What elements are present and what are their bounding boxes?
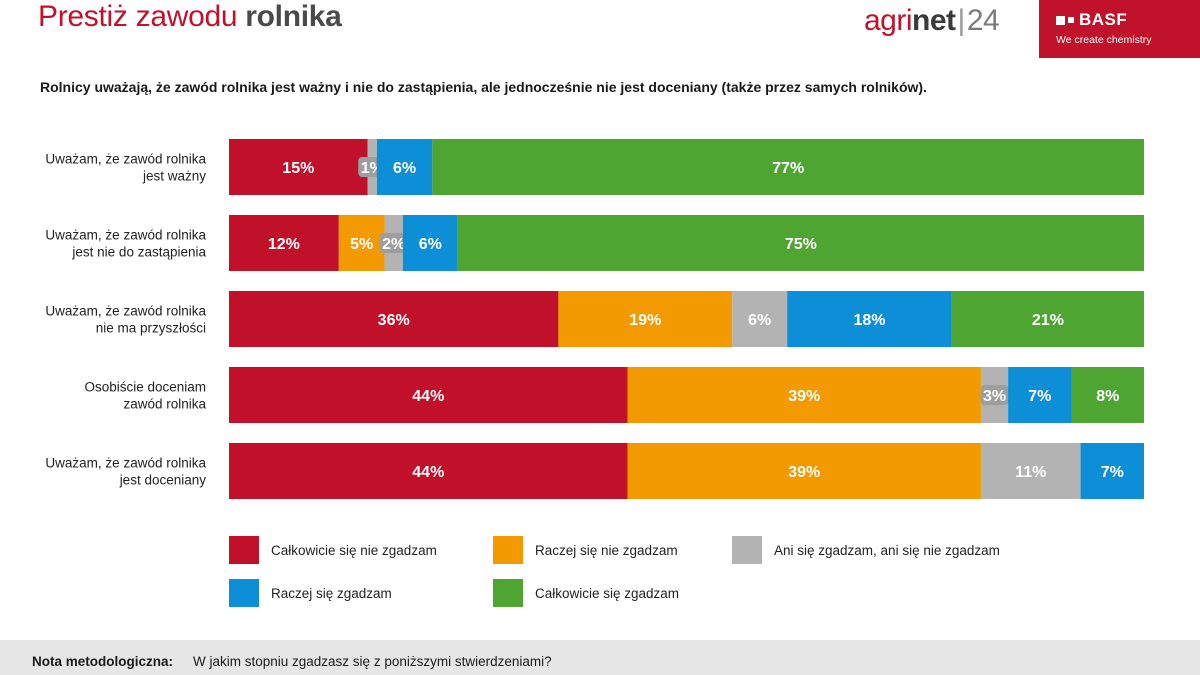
- category-label: Osobiście doceniam: [84, 380, 206, 395]
- bar-segment: [432, 139, 1144, 195]
- legend-label: Całkowicie się nie zgadzam: [271, 542, 437, 558]
- category-label: Uważam, że zawód rolnika: [45, 304, 206, 319]
- data-label: 39%: [788, 388, 820, 405]
- legend-swatch: [229, 536, 259, 564]
- data-label: 75%: [785, 236, 817, 253]
- bar-segment: [402, 215, 458, 271]
- data-label: 12%: [268, 236, 300, 253]
- legend-item: Raczej się zgadzam: [229, 579, 392, 607]
- bar-segment: [229, 443, 628, 499]
- data-label: 15%: [282, 160, 314, 177]
- data-label: 44%: [412, 388, 444, 405]
- legend-label: Raczej się nie zgadzam: [535, 542, 678, 558]
- bar-segment: [229, 139, 368, 195]
- legend-item: Całkowicie się nie zgadzam: [229, 536, 437, 564]
- data-label: 2%: [382, 236, 405, 253]
- data-label: 77%: [772, 160, 804, 177]
- bar-segment: [627, 443, 981, 499]
- bar-segment: [627, 367, 981, 423]
- bar-segment: [229, 291, 559, 347]
- bar-segment: [980, 443, 1081, 499]
- bar-segment: [951, 291, 1144, 347]
- legend-item: Raczej się nie zgadzam: [493, 536, 678, 564]
- bar-segment: [376, 139, 433, 195]
- legend-swatch: [732, 536, 762, 564]
- title-regular: Prestiż zawodu: [38, 0, 238, 33]
- title-bold: rolnika: [245, 0, 342, 33]
- bar-segment: [229, 367, 628, 423]
- data-label-badge: [980, 385, 1009, 405]
- data-label: 6%: [393, 160, 416, 177]
- category-label: Uważam, że zawód rolnika: [45, 152, 206, 167]
- category-label: jest nie do zastąpienia: [71, 245, 206, 260]
- legend-label: Ani się zgadzam, ani się nie zgadzam: [774, 542, 1000, 558]
- data-label: 6%: [748, 312, 771, 329]
- data-label: 36%: [378, 312, 410, 329]
- category-label: zawód rolnika: [123, 397, 206, 412]
- category-label: nie ma przyszłości: [96, 321, 206, 336]
- bar-segment: [1080, 443, 1144, 499]
- agrinet-sep: |: [957, 4, 966, 37]
- agrinet-year: 24: [966, 4, 1000, 37]
- category-label: jest doceniany: [119, 473, 207, 488]
- bar-segment: [457, 215, 1144, 271]
- legend-item: Całkowicie się zgadzam: [493, 579, 679, 607]
- agrinet-agri: agri: [864, 4, 913, 37]
- data-label: 11%: [1015, 464, 1046, 481]
- data-label: 21%: [1032, 312, 1064, 329]
- basf-small-square-icon: [1068, 17, 1074, 23]
- bar-segment: [787, 291, 952, 347]
- data-label: 8%: [1096, 388, 1119, 405]
- legend-swatch: [493, 579, 523, 607]
- bar-segment: [558, 291, 733, 347]
- data-label: 39%: [788, 464, 820, 481]
- data-label: 7%: [1101, 464, 1124, 481]
- data-label: 7%: [1028, 388, 1051, 405]
- bar-segment: [732, 291, 788, 347]
- basf-brand: BASF: [1056, 10, 1127, 30]
- data-label: 5%: [350, 236, 373, 253]
- bar-segment: [338, 215, 385, 271]
- data-label: 19%: [629, 312, 661, 329]
- data-label: 3%: [983, 388, 1006, 405]
- agrinet-logo: agrinet|24: [864, 4, 1000, 38]
- basf-logo: BASF We create chemistry: [1039, 0, 1200, 58]
- legend-label: Raczej się zgadzam: [271, 585, 392, 601]
- legend-label: Całkowicie się zgadzam: [535, 585, 680, 601]
- data-label: 6%: [419, 236, 442, 253]
- category-label: Uważam, że zawód rolnika: [45, 456, 206, 471]
- data-label-badge: [379, 233, 408, 253]
- basf-square-icon: [1056, 15, 1065, 25]
- data-label: 18%: [853, 312, 885, 329]
- bar-segment: [1008, 367, 1072, 423]
- category-label: Uważam, że zawód rolnika: [45, 228, 206, 243]
- footer-label: Nota metodologiczna:: [32, 654, 173, 669]
- legend-swatch: [493, 536, 523, 564]
- legend-item: Ani się zgadzam, ani się nie zgadzam: [732, 536, 1000, 564]
- agrinet-net: net: [912, 4, 956, 37]
- chart-title: Rolnicy uważają, że zawód rolnika jest w…: [40, 79, 927, 95]
- basf-tagline: We create chemistry: [1056, 34, 1152, 46]
- footer-note: Nota metodologiczna: W jakim stopniu zga…: [0, 640, 1200, 675]
- legend-swatch: [229, 579, 259, 607]
- basf-brand-text: BASF: [1079, 10, 1128, 29]
- bar-segment: [1071, 367, 1144, 423]
- data-label: 44%: [412, 464, 444, 481]
- footer-text: W jakim stopniu zgadzasz się z poniższym…: [193, 654, 552, 669]
- page-title: Prestiż zawodu rolnika: [38, 0, 342, 34]
- bar-segment: [229, 215, 339, 271]
- category-label: jest ważny: [142, 169, 206, 184]
